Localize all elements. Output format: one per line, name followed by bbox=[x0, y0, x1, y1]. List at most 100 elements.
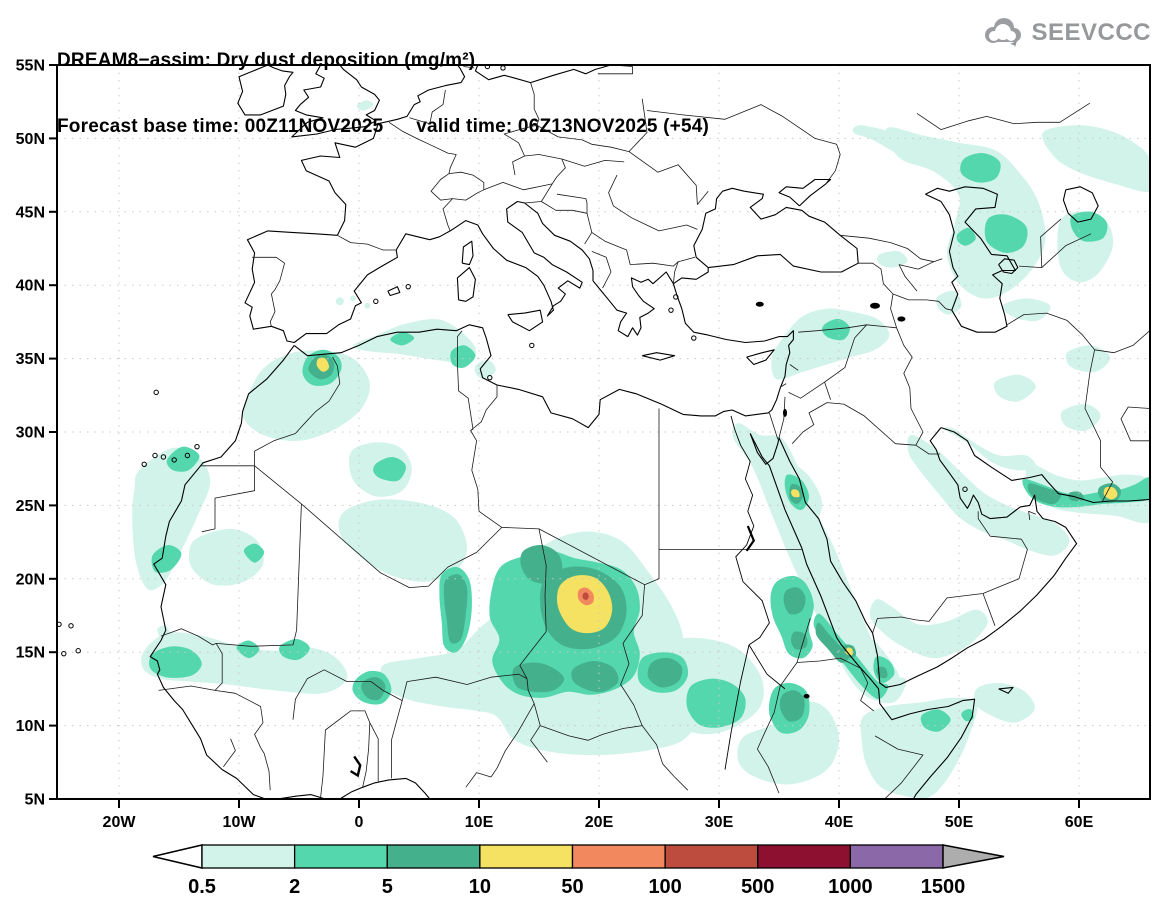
country-border bbox=[757, 662, 798, 794]
country-border bbox=[388, 121, 457, 232]
country-border bbox=[898, 261, 934, 270]
dust-contour-level-2 bbox=[960, 153, 1001, 183]
country-border bbox=[1120, 406, 1150, 442]
country-border bbox=[540, 725, 689, 791]
country-border bbox=[630, 256, 696, 267]
dust-contour-level-5 bbox=[443, 574, 468, 644]
lake bbox=[349, 755, 362, 778]
lat-tick-label: 10N bbox=[16, 718, 45, 735]
lat-tick-label: 55N bbox=[16, 58, 45, 75]
island bbox=[691, 335, 697, 341]
river bbox=[730, 415, 770, 646]
rivers-layer bbox=[724, 415, 786, 770]
borders-layer bbox=[158, 65, 1150, 799]
lon-tick-label: 40E bbox=[825, 814, 854, 831]
coastline bbox=[149, 345, 295, 799]
dust-contour-level-5 bbox=[790, 631, 808, 650]
logo-text: SEEVCCC bbox=[1031, 19, 1151, 46]
dust-contour-level-100 bbox=[582, 592, 589, 601]
island bbox=[153, 389, 159, 396]
island bbox=[61, 650, 67, 657]
island bbox=[68, 623, 74, 629]
colorbar-segment bbox=[293, 844, 388, 869]
island bbox=[152, 452, 158, 459]
colorbar-segment bbox=[571, 844, 666, 869]
colorbar-label: 100 bbox=[648, 876, 681, 898]
island bbox=[57, 621, 62, 628]
dust-contour-level-2 bbox=[961, 709, 974, 722]
dust-contour-level-5 bbox=[571, 660, 619, 693]
dust-contour-level-2 bbox=[450, 345, 476, 368]
colorbar-right-arrow bbox=[942, 844, 1005, 869]
colorbar-label: 5 bbox=[382, 876, 393, 898]
dust-contour-level-2 bbox=[166, 446, 200, 472]
country-border bbox=[483, 182, 553, 191]
country-border bbox=[898, 264, 918, 292]
country-border bbox=[369, 722, 379, 782]
colorbar-segment bbox=[757, 844, 852, 869]
country-border bbox=[561, 158, 625, 167]
lat-tick-label: 15N bbox=[16, 645, 45, 662]
dust-spot-level-0.5 bbox=[364, 302, 371, 309]
dust-contour-level-0.5 bbox=[338, 499, 467, 582]
colorbar-label: 50 bbox=[561, 876, 583, 898]
river bbox=[724, 644, 750, 770]
colorbar: 0.5 2 5 10 50 100 500 1000 1500 bbox=[152, 844, 1005, 898]
lat-tick-label: 5N bbox=[25, 792, 45, 809]
country-border bbox=[160, 628, 223, 691]
lon-tick-label: 50E bbox=[945, 814, 974, 831]
country-border bbox=[530, 703, 548, 763]
dust-contour-level-10 bbox=[791, 489, 800, 498]
dust-contour-level-2 bbox=[686, 678, 746, 728]
coastline bbox=[746, 349, 775, 366]
dust-contour-level-2 bbox=[956, 227, 976, 246]
dust-contour-level-2 bbox=[243, 543, 265, 563]
country-border bbox=[1094, 330, 1150, 354]
lat-tick-label: 45N bbox=[16, 204, 45, 221]
colorbar-segment bbox=[664, 844, 759, 869]
seevccc-logo: SEEVCCC bbox=[980, 16, 1151, 50]
dust-contour-level-0.5 bbox=[737, 701, 839, 785]
lat-tick-label: 40N bbox=[16, 278, 45, 295]
coastline bbox=[998, 686, 1014, 694]
colorbar-segment bbox=[479, 844, 574, 869]
country-border bbox=[1028, 510, 1036, 521]
country-border bbox=[254, 465, 503, 588]
coastline bbox=[749, 433, 976, 799]
dust-contour-level-0.5 bbox=[157, 625, 170, 638]
dust-contour-level-2 bbox=[151, 544, 182, 573]
dust-contour-level-2 bbox=[236, 640, 260, 659]
coastlines-layer bbox=[57, 65, 1150, 799]
dust-contour-level-10 bbox=[845, 647, 853, 656]
dust-contour-level-2 bbox=[148, 646, 202, 678]
dust-contour-level-0.5 bbox=[141, 632, 348, 694]
island bbox=[171, 457, 177, 463]
colorbar-segment bbox=[386, 844, 481, 869]
lon-tick-label: 60E bbox=[1065, 814, 1094, 831]
country-border bbox=[915, 444, 940, 455]
dust-contour-level-5 bbox=[1027, 483, 1062, 505]
lon-tick-label: 20W bbox=[103, 814, 137, 831]
country-border bbox=[465, 678, 535, 788]
colorbar-segment bbox=[849, 844, 944, 869]
country-border bbox=[1006, 312, 1113, 503]
lon-tick-label: 0 bbox=[355, 814, 364, 831]
country-border bbox=[457, 330, 474, 431]
lake bbox=[783, 408, 787, 417]
island bbox=[184, 452, 191, 459]
country-border bbox=[158, 685, 271, 791]
colorbar-segment bbox=[201, 844, 296, 869]
country-border bbox=[470, 385, 498, 431]
country-border bbox=[591, 251, 612, 289]
country-border bbox=[769, 412, 779, 440]
lon-tick-label: 10W bbox=[223, 814, 257, 831]
coastline bbox=[642, 352, 676, 361]
dust-contour-level-0.5 bbox=[869, 599, 988, 659]
lake bbox=[803, 694, 810, 699]
country-border bbox=[524, 154, 566, 185]
country-border bbox=[608, 174, 698, 232]
dust-contour-level-0.5 bbox=[1025, 462, 1150, 524]
country-border bbox=[252, 256, 285, 327]
country-border bbox=[791, 402, 924, 446]
